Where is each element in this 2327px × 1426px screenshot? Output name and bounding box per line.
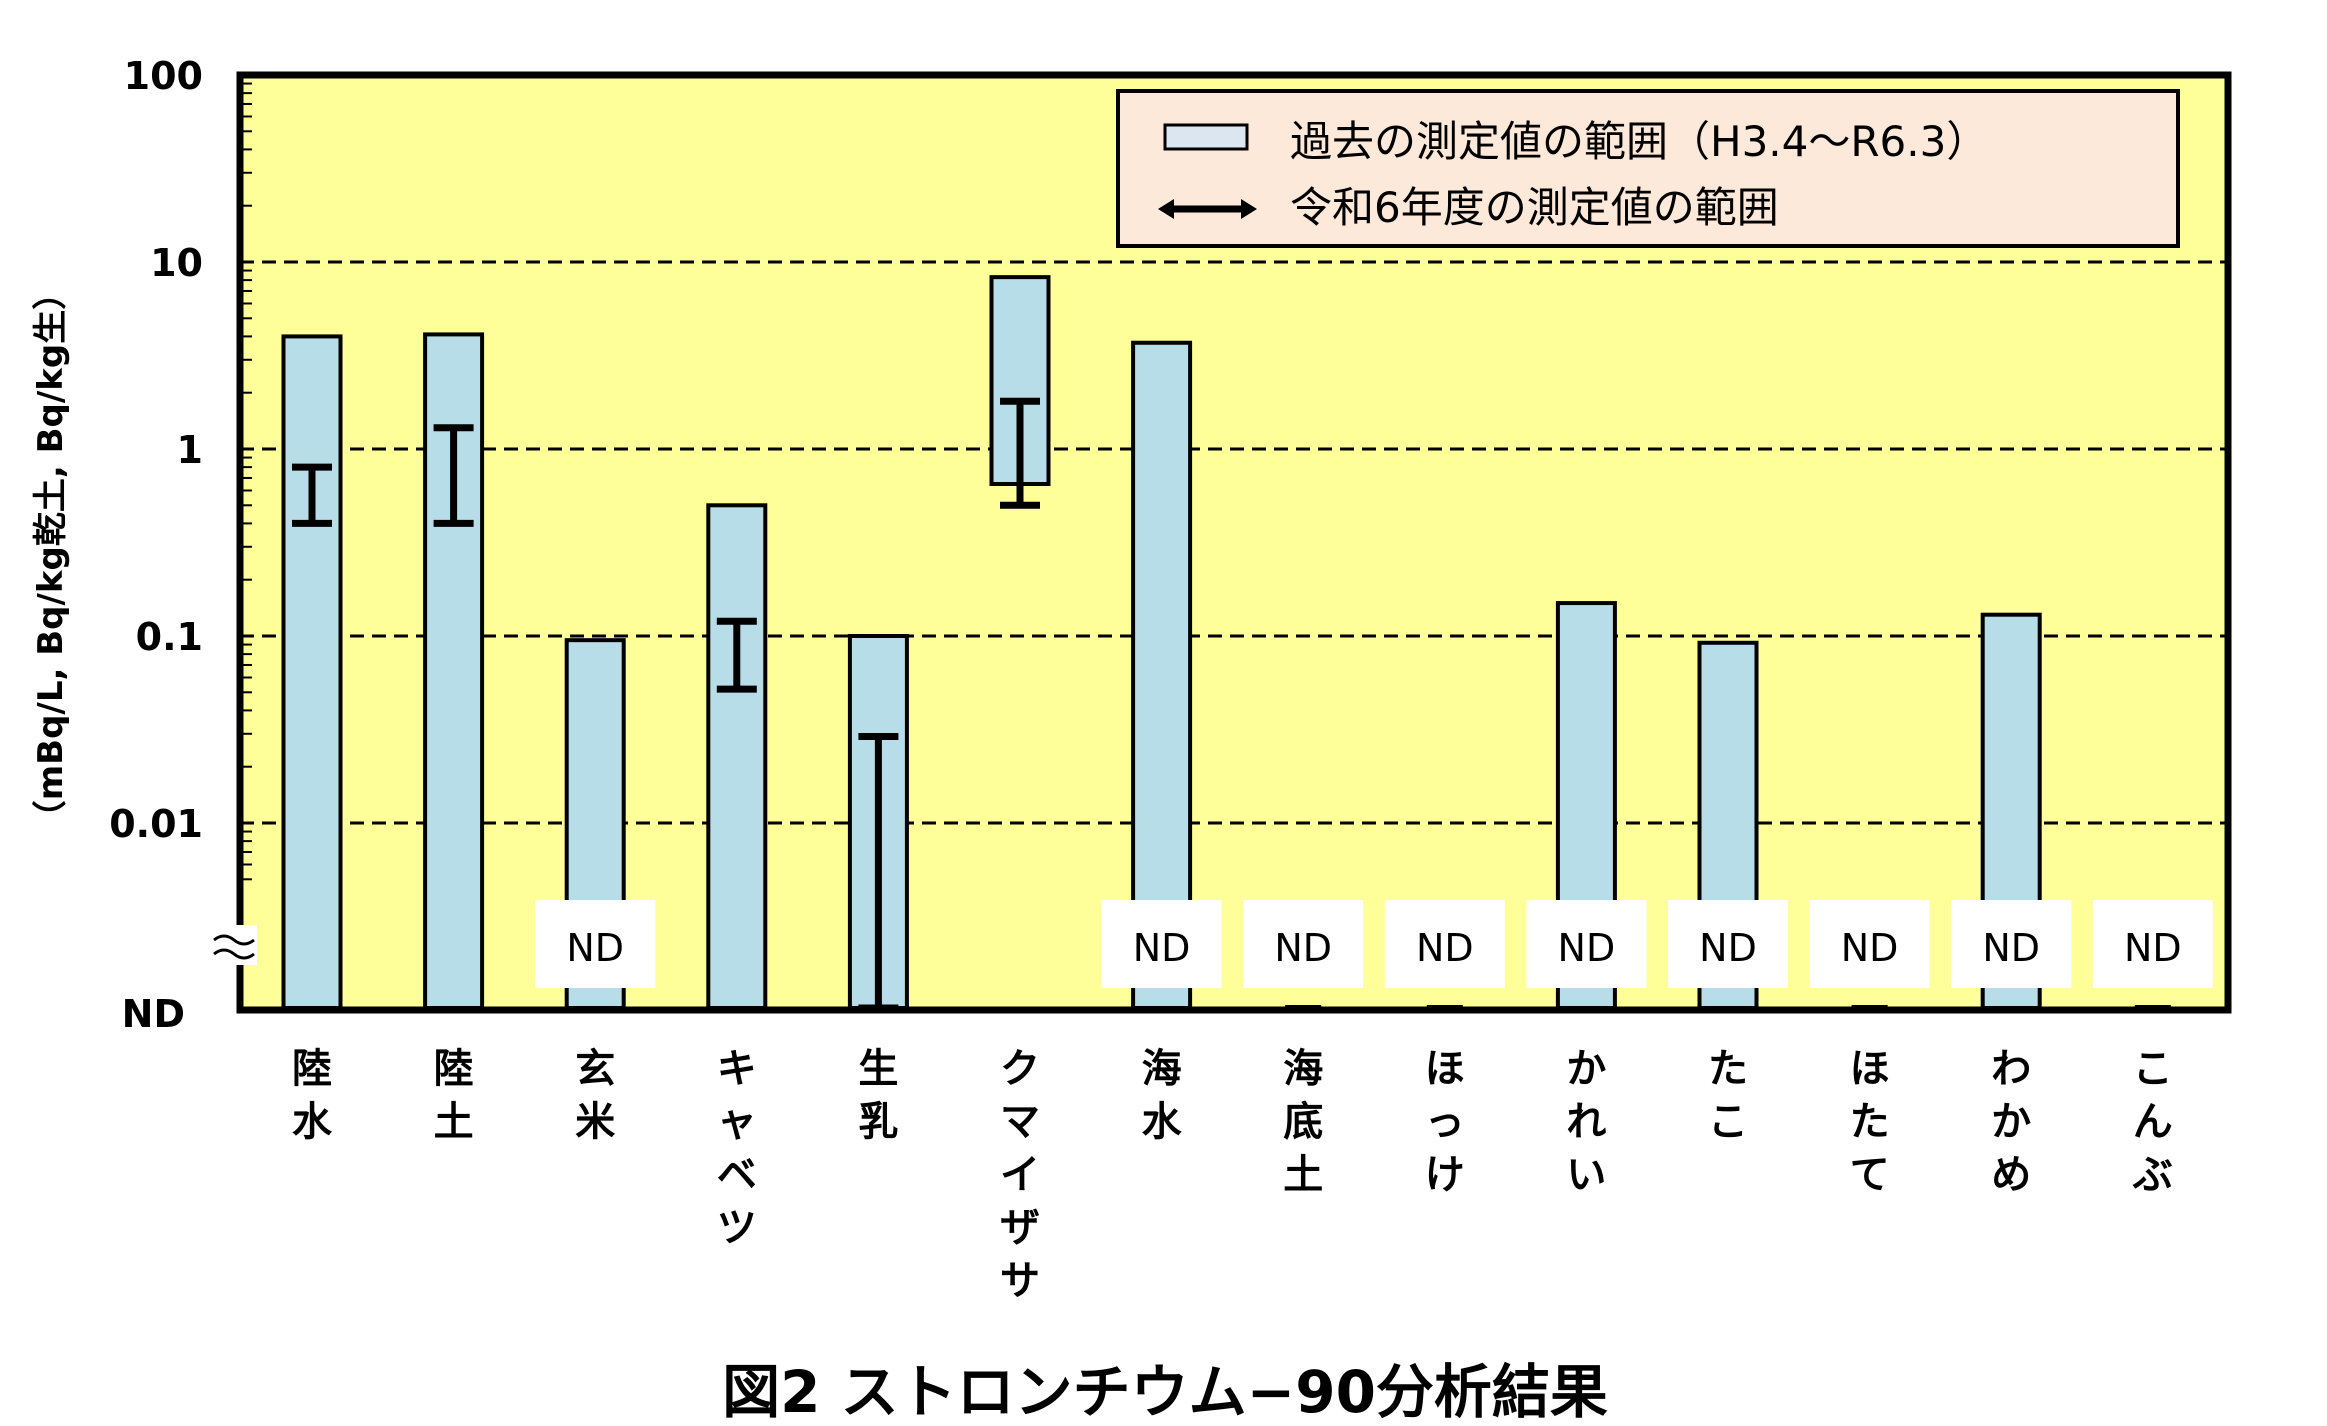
category-label: たこ — [1708, 1046, 1748, 1145]
nd-box — [1526, 900, 1647, 988]
legend-fy6-range: 令和6年度の測定値の範囲 — [1290, 183, 1779, 232]
y-tick-label: ND — [122, 992, 185, 1036]
nd-label: ND — [1982, 926, 2040, 970]
category-label: 生乳 — [858, 1046, 898, 1145]
nd-box — [1951, 900, 2072, 988]
category-label: ほたて — [1850, 1046, 1890, 1198]
category-label: わかめ — [1991, 1046, 2031, 1198]
past-range-bar — [281, 334, 343, 1010]
nd-box — [535, 900, 656, 988]
legend-range-arrow-icon — [1158, 199, 1257, 219]
nd-label: ND — [1416, 926, 1474, 970]
nd-box — [1668, 900, 1788, 988]
nd-box — [1809, 900, 1930, 988]
category-label: こんぶ — [2132, 1046, 2173, 1198]
category-label: 陸土 — [434, 1046, 474, 1145]
y-tick-label: 0.01 — [109, 802, 203, 846]
legend-bar-swatch — [1163, 123, 1249, 151]
nd-label: ND — [1558, 926, 1616, 970]
y-tick-label: 0.1 — [136, 615, 203, 659]
y-tick-label: 1 — [177, 428, 203, 472]
nd-label: ND — [566, 926, 624, 970]
nd-label: ND — [1699, 926, 1757, 970]
category-label: ほっけ — [1425, 1046, 1465, 1198]
y-tick-label: 10 — [150, 241, 203, 285]
axis-break-icon — [212, 925, 257, 965]
y-tick-label: 100 — [124, 54, 203, 98]
nd-labels: ND ND ND ND ND ND ND ND ND — [535, 900, 2213, 988]
y-tick-labels: 100 10 1 0.1 0.01 ND — [109, 54, 203, 1036]
nd-box — [2092, 900, 2213, 988]
legend: 過去の測定値の範囲（H3.4〜R6.3） 令和6年度の測定値の範囲 — [1116, 89, 2180, 248]
past-range-bar — [706, 503, 768, 1010]
category-label: 海底土 — [1283, 1046, 1323, 1198]
legend-past-range: 過去の測定値の範囲（H3.4〜R6.3） — [1290, 117, 1988, 166]
nd-box — [1101, 900, 1222, 988]
category-label: 玄米 — [575, 1046, 615, 1145]
category-label: 海水 — [1142, 1046, 1183, 1145]
category-label: かれい — [1566, 1046, 1606, 1198]
nd-box — [1243, 900, 1364, 988]
nd-box — [1384, 900, 1505, 988]
nd-label: ND — [1133, 926, 1191, 970]
nd-label: ND — [2124, 926, 2182, 970]
category-labels: 陸水 陸土 玄米 キャベツ 生乳 クマイザサ 海水 海底土 ほっけ かれい たこ ほたて わかめ こんぶ — [292, 1046, 2173, 1304]
y-axis-label: （mBq/L, Bq/kg乾土, Bq/kg生） — [31, 276, 71, 835]
chart-title: 図2 ストロンチウム−90分析結果 — [722, 1358, 1608, 1426]
past-range-bar — [989, 275, 1051, 486]
past-range-bar — [1131, 340, 1193, 1010]
category-label: キャベツ — [717, 1046, 757, 1251]
plot-frame — [236, 71, 2232, 1014]
nd-label: ND — [1841, 926, 1899, 970]
nd-label: ND — [1274, 926, 1332, 970]
category-label: クマイザサ — [1000, 1046, 1040, 1304]
category-label: 陸水 — [292, 1046, 333, 1145]
